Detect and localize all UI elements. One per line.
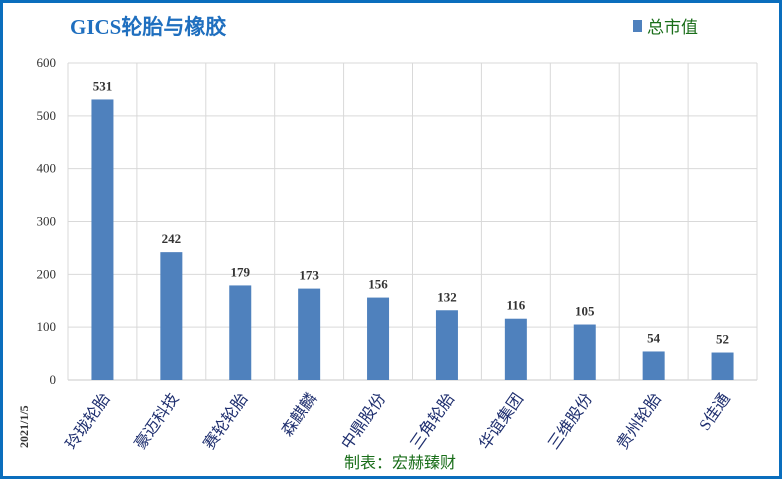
bar — [573, 324, 596, 380]
data-label: 173 — [299, 268, 319, 283]
y-tick-label: 0 — [50, 372, 57, 387]
chart-title: GICS轮胎与橡胶 — [70, 15, 226, 39]
bar — [91, 99, 114, 380]
x-tick-label: 赛轮轮胎 — [199, 389, 251, 452]
bar — [160, 252, 183, 380]
chart-footer: 制表：宏赫臻财 — [344, 454, 456, 472]
data-label: 116 — [506, 298, 525, 313]
data-label: 179 — [231, 264, 251, 279]
bar — [367, 297, 390, 380]
bar — [711, 352, 734, 380]
x-tick-label: 华谊集团 — [476, 390, 527, 453]
data-label: 52 — [716, 332, 729, 347]
bar — [229, 285, 252, 380]
y-tick-label: 600 — [37, 55, 57, 70]
x-tick-label: 玲珑轮胎 — [62, 390, 113, 453]
y-tick-label: 200 — [37, 266, 57, 281]
y-tick-label: 400 — [37, 161, 57, 176]
x-tick-label: 三角轮胎 — [407, 390, 458, 453]
legend-swatch — [633, 20, 642, 32]
y-tick-label: 100 — [37, 319, 57, 334]
data-label: 132 — [437, 289, 457, 304]
x-tick-label: 三维股份 — [545, 390, 596, 453]
legend-label: 总市值 — [647, 18, 698, 37]
y-tick-label: 500 — [37, 108, 57, 123]
x-tick-label: 中鼎股份 — [338, 390, 389, 453]
date-note: 2021/1/5 — [17, 405, 31, 448]
data-label: 242 — [162, 231, 182, 246]
bar — [298, 288, 321, 380]
data-label: 531 — [93, 78, 113, 93]
x-tick-label: 贵州轮胎 — [613, 390, 664, 453]
x-tick-label: 森麒麟 — [278, 390, 320, 440]
bar — [504, 318, 527, 380]
data-label: 105 — [575, 304, 595, 319]
x-tick-label: S佳通 — [696, 390, 734, 434]
bar — [642, 351, 665, 380]
data-label: 156 — [368, 277, 388, 292]
data-label: 54 — [647, 330, 661, 345]
x-tick-label: 豪迈科技 — [130, 389, 182, 452]
bar — [435, 310, 458, 380]
y-tick-label: 300 — [37, 214, 57, 229]
